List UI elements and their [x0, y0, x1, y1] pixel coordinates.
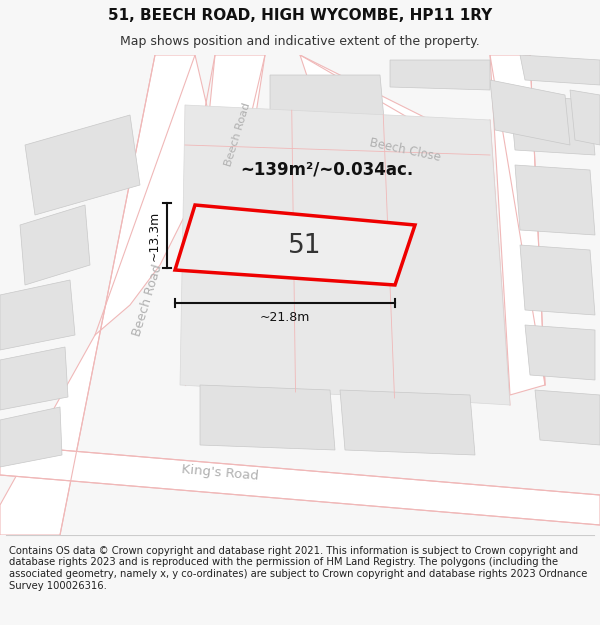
Polygon shape: [180, 105, 510, 405]
Text: 51, BEECH ROAD, HIGH WYCOMBE, HP11 1RY: 51, BEECH ROAD, HIGH WYCOMBE, HP11 1RY: [108, 8, 492, 23]
Polygon shape: [0, 445, 600, 525]
Text: King's Road: King's Road: [181, 463, 259, 483]
Text: ~21.8m: ~21.8m: [260, 311, 310, 324]
Polygon shape: [525, 325, 595, 380]
Polygon shape: [535, 390, 600, 445]
Polygon shape: [515, 165, 595, 235]
Polygon shape: [0, 55, 230, 535]
Polygon shape: [520, 245, 595, 315]
Polygon shape: [570, 90, 600, 145]
Text: ~139m²/~0.034ac.: ~139m²/~0.034ac.: [240, 161, 413, 179]
Polygon shape: [200, 385, 335, 450]
Polygon shape: [20, 205, 90, 285]
Text: Beech Road: Beech Road: [224, 102, 253, 168]
Text: Beech Road: Beech Road: [131, 262, 165, 338]
Text: Contains OS data © Crown copyright and database right 2021. This information is : Contains OS data © Crown copyright and d…: [9, 546, 587, 591]
Text: 51: 51: [288, 233, 322, 259]
Polygon shape: [520, 55, 600, 85]
Text: Map shows position and indicative extent of the property.: Map shows position and indicative extent…: [120, 35, 480, 48]
Polygon shape: [175, 205, 415, 285]
Polygon shape: [490, 80, 570, 145]
Polygon shape: [490, 55, 545, 395]
Polygon shape: [25, 115, 140, 215]
Polygon shape: [185, 55, 265, 255]
Polygon shape: [390, 60, 490, 90]
Text: ~13.3m: ~13.3m: [148, 211, 161, 261]
Polygon shape: [270, 75, 385, 135]
Polygon shape: [510, 95, 595, 155]
Polygon shape: [0, 280, 75, 350]
Polygon shape: [0, 407, 62, 467]
Polygon shape: [0, 347, 68, 410]
Text: Beech Close: Beech Close: [368, 136, 442, 164]
Polygon shape: [340, 390, 475, 455]
Polygon shape: [300, 55, 490, 175]
